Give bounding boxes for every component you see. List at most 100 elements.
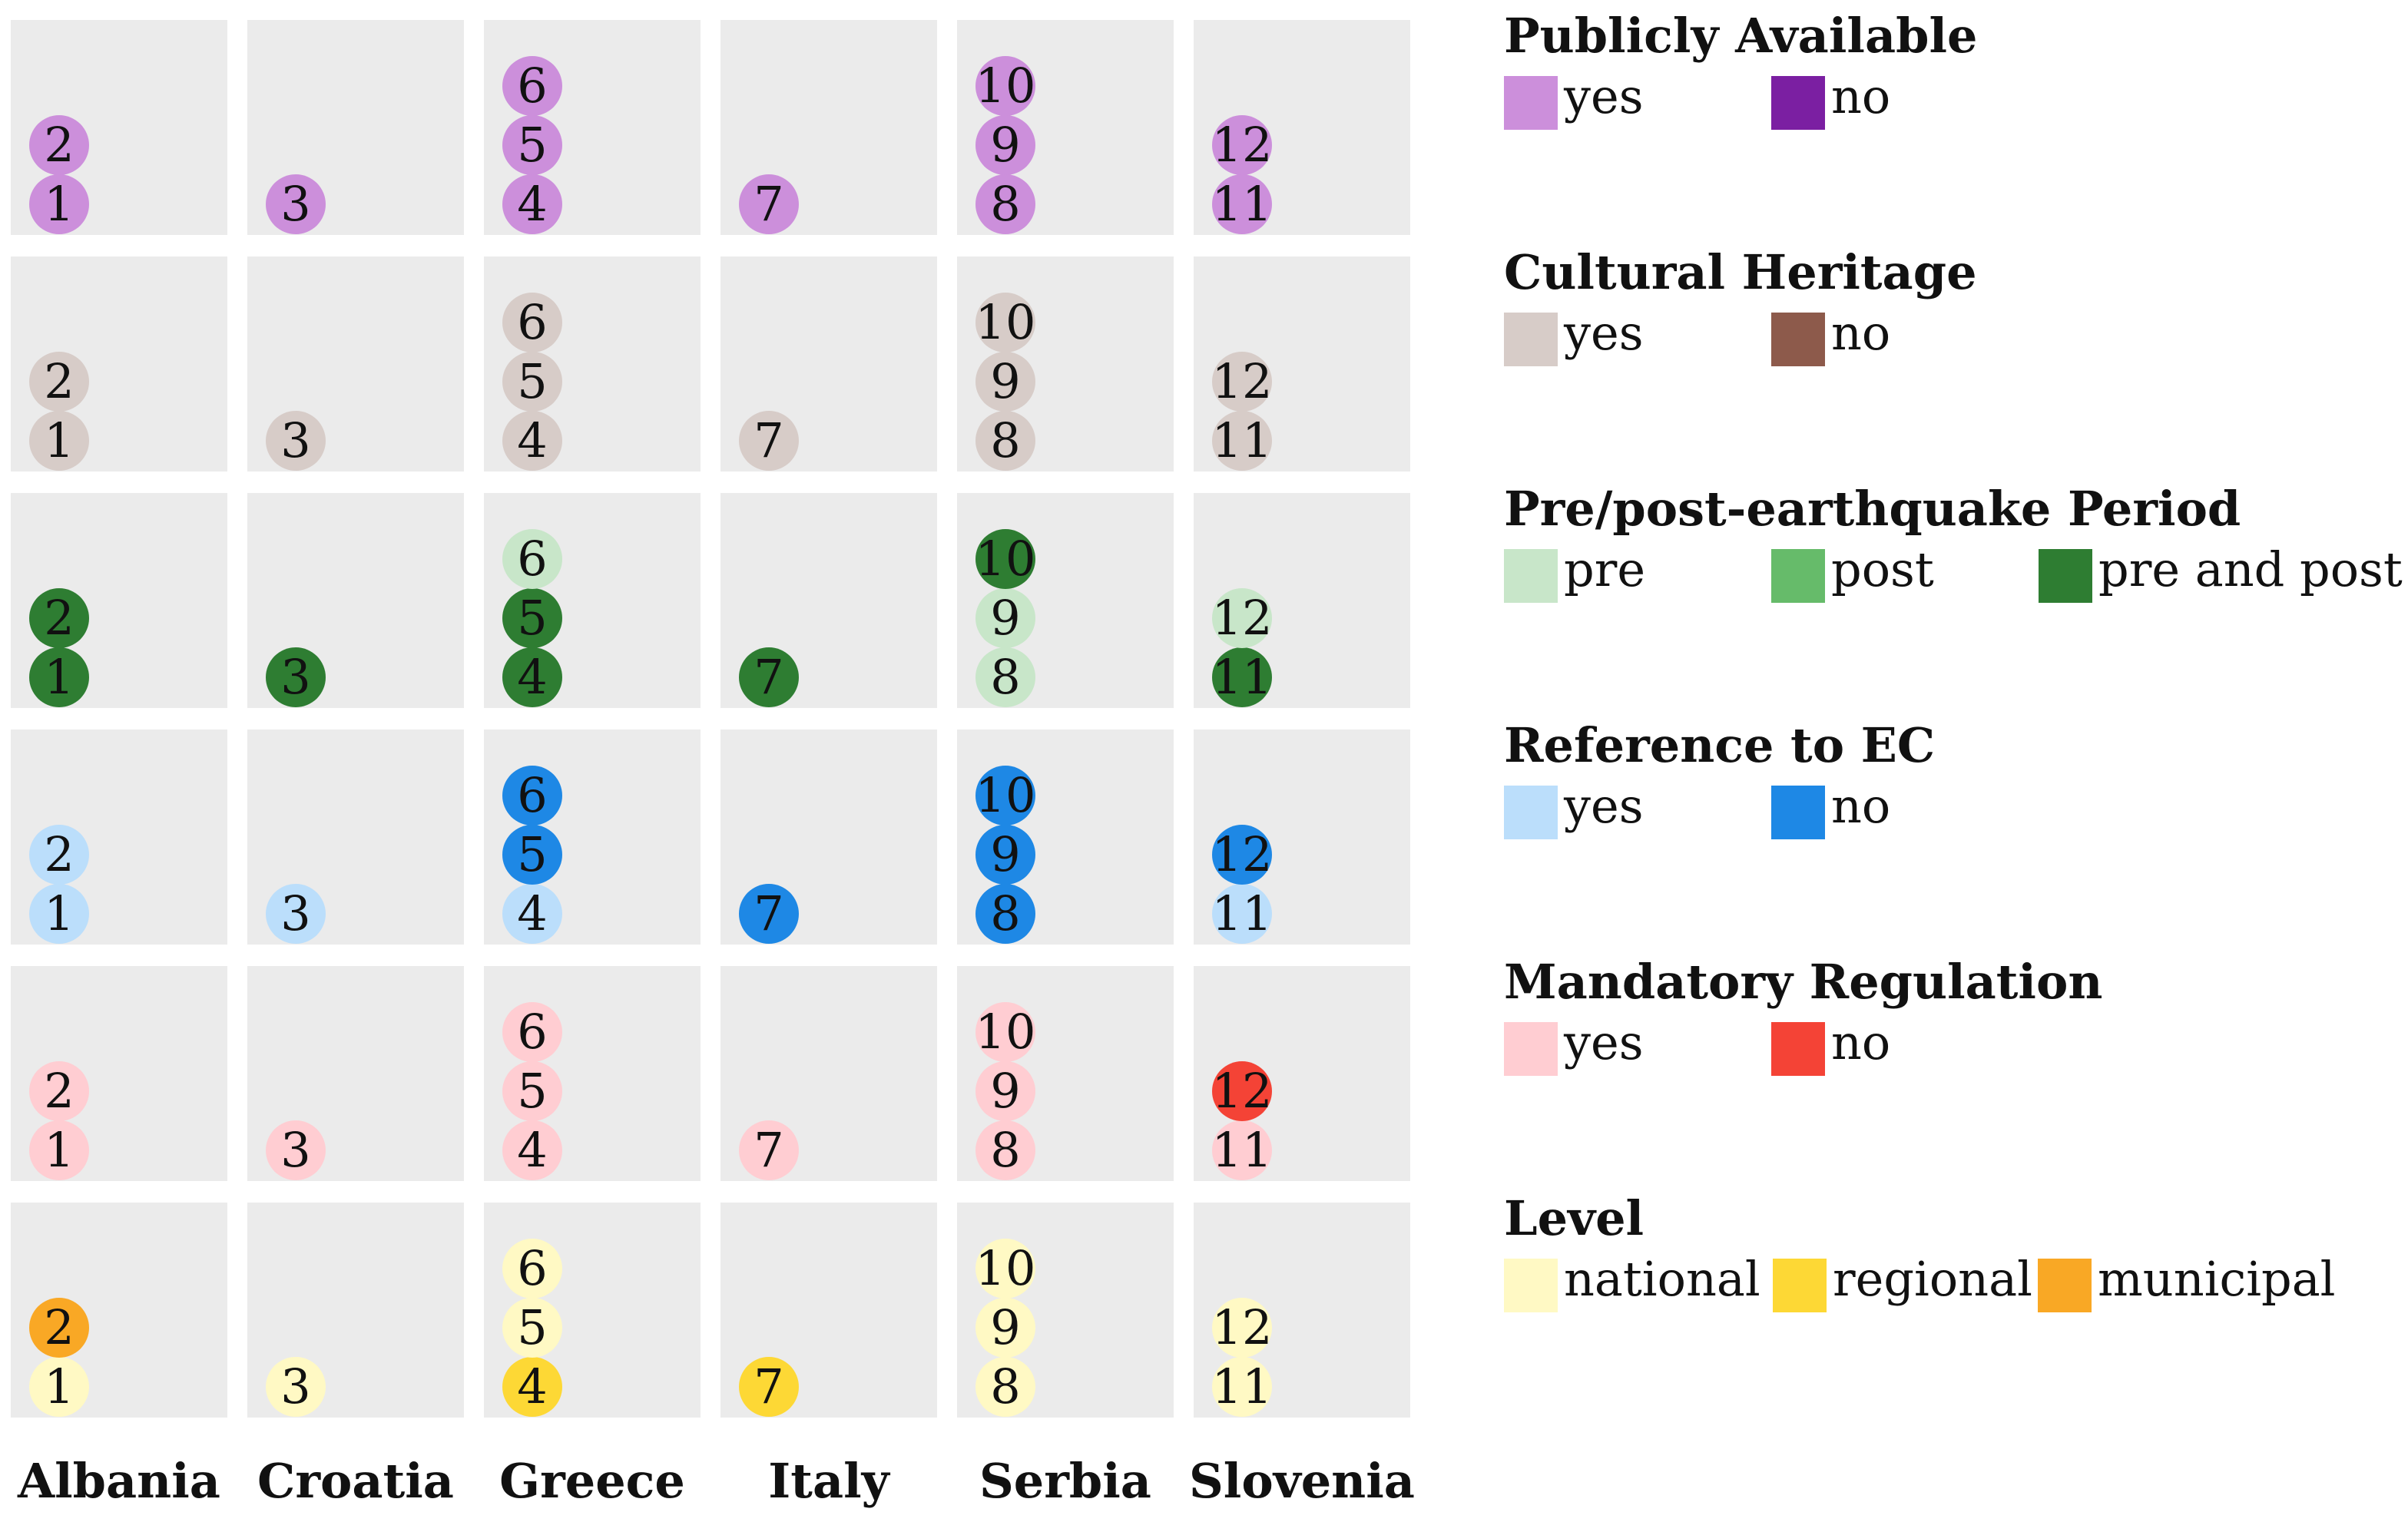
document-number: 1 [44, 176, 74, 232]
legend-label-municipal: municipal [2098, 1251, 2336, 1307]
document-marker-2 [29, 115, 89, 175]
legend-swatch-no [1771, 786, 1825, 839]
document-marker-12 [1212, 1298, 1272, 1358]
document-number: 6 [517, 294, 547, 350]
document-number: 11 [1212, 176, 1273, 232]
document-number: 12 [1212, 1063, 1273, 1119]
document-marker-6 [502, 1239, 562, 1299]
document-number: 3 [280, 885, 310, 941]
document-marker-6 [502, 1002, 562, 1062]
document-marker-11 [1212, 1357, 1272, 1417]
legend-swatch-no [1771, 1022, 1825, 1076]
document-number: 10 [975, 531, 1036, 587]
document-number: 1 [44, 885, 74, 941]
document-number: 1 [44, 1122, 74, 1178]
legend-title: Reference to EC [1504, 717, 1935, 773]
legend-label-post: post [1831, 541, 1934, 597]
legend-label-yes: yes [1563, 68, 1644, 124]
document-marker-4 [502, 884, 562, 944]
legend-swatch-yes [1504, 1022, 1558, 1076]
document-number: 7 [754, 885, 783, 941]
document-number: 8 [990, 649, 1020, 705]
document-marker-6 [502, 56, 562, 116]
document-number: 10 [975, 767, 1036, 823]
legend-swatch-municipal [2038, 1259, 2092, 1312]
document-number: 12 [1212, 117, 1273, 173]
document-marker-9 [975, 1298, 1035, 1358]
document-marker-11 [1212, 647, 1272, 707]
document-number: 3 [280, 1358, 310, 1414]
document-number: 5 [517, 1063, 547, 1119]
legend-swatch-yes [1504, 786, 1558, 839]
country-labels: Albania Croatia Greece Italy Serbia Slovenia [17, 1453, 1415, 1509]
legend-swatch-national [1504, 1259, 1558, 1312]
document-marker-11 [1212, 411, 1272, 471]
document-marker-10 [975, 529, 1035, 589]
document-number: 11 [1212, 885, 1273, 941]
document-marker-9 [975, 352, 1035, 412]
document-marker-3 [266, 884, 326, 944]
document-number: 6 [517, 1004, 547, 1060]
document-marker-8 [975, 884, 1035, 944]
document-marker-7 [739, 1357, 799, 1417]
legend-title: Cultural Heritage [1504, 244, 1977, 300]
document-marker-12 [1212, 588, 1272, 648]
document-number: 2 [44, 353, 74, 409]
document-marker-9 [975, 115, 1035, 175]
document-marker-2 [29, 588, 89, 648]
legend-swatch-post [1771, 549, 1825, 603]
legend-label-national: national [1564, 1251, 1760, 1307]
document-number: 5 [517, 117, 547, 173]
document-marker-11 [1212, 174, 1272, 234]
document-number: 1 [44, 649, 74, 705]
document-number: 5 [517, 826, 547, 882]
document-marker-7 [739, 174, 799, 234]
legend-swatch-yes [1504, 76, 1558, 130]
document-marker-12 [1212, 1061, 1272, 1121]
document-number: 1 [44, 1358, 74, 1414]
document-number: 11 [1212, 649, 1273, 705]
document-marker-7 [739, 884, 799, 944]
document-number: 9 [990, 1299, 1020, 1355]
document-number: 11 [1212, 1358, 1273, 1414]
legend-label-yes: yes [1563, 778, 1644, 834]
document-number: 8 [990, 1122, 1020, 1178]
document-number: 7 [754, 1358, 783, 1414]
document-number: 9 [990, 1063, 1020, 1119]
document-number: 4 [517, 176, 547, 232]
document-marker-7 [739, 411, 799, 471]
document-marker-3 [266, 1120, 326, 1180]
document-number: 6 [517, 531, 547, 587]
legend-label-yes: yes [1563, 1014, 1644, 1070]
document-number: 10 [975, 58, 1036, 114]
document-marker-2 [29, 825, 89, 885]
document-marker-10 [975, 1239, 1035, 1299]
document-number: 7 [754, 649, 783, 705]
document-marker-8 [975, 174, 1035, 234]
document-marker-8 [975, 1357, 1035, 1417]
document-number: 3 [280, 1122, 310, 1178]
legend-label-pre: pre [1564, 541, 1645, 597]
document-number: 6 [517, 58, 547, 114]
document-marker-9 [975, 1061, 1035, 1121]
country-label-italy: Italy [768, 1453, 890, 1509]
document-marker-10 [975, 293, 1035, 352]
document-marker-5 [502, 1298, 562, 1358]
document-number: 7 [754, 176, 783, 232]
document-marker-5 [502, 825, 562, 885]
document-number: 1 [44, 412, 74, 468]
country-label-croatia: Croatia [257, 1453, 454, 1509]
document-marker-6 [502, 766, 562, 826]
document-marker-1 [29, 174, 89, 234]
document-number: 11 [1212, 412, 1273, 468]
document-marker-4 [502, 174, 562, 234]
document-number: 12 [1212, 353, 1273, 409]
legend-swatch-regional [1773, 1259, 1827, 1312]
document-marker-4 [502, 411, 562, 471]
document-number: 4 [517, 885, 547, 941]
document-marker-6 [502, 293, 562, 352]
document-number: 4 [517, 649, 547, 705]
legend-label-no: no [1831, 68, 1890, 124]
document-number: 10 [975, 1240, 1036, 1296]
